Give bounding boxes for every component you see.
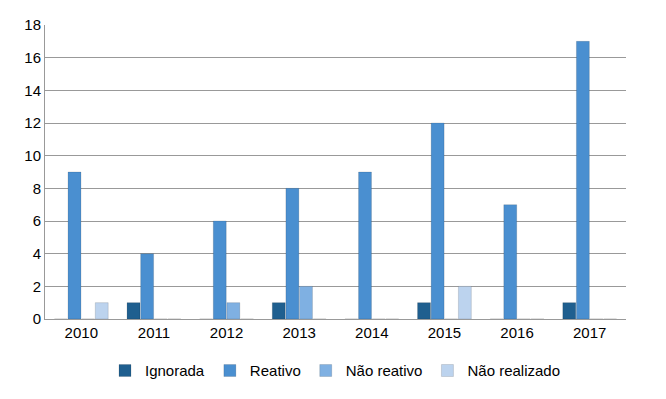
svg-text:12: 12 xyxy=(24,114,41,131)
svg-text:2016: 2016 xyxy=(500,324,533,341)
svg-text:2010: 2010 xyxy=(65,324,98,341)
svg-text:2013: 2013 xyxy=(283,324,316,341)
svg-text:2012: 2012 xyxy=(210,324,243,341)
svg-text:6: 6 xyxy=(33,212,41,229)
svg-text:4: 4 xyxy=(33,245,41,262)
svg-text:Não realizado: Não realizado xyxy=(467,362,560,379)
svg-text:2: 2 xyxy=(33,278,41,295)
svg-text:8: 8 xyxy=(33,180,41,197)
svg-text:2015: 2015 xyxy=(428,324,461,341)
svg-text:2017: 2017 xyxy=(573,324,606,341)
svg-text:2011: 2011 xyxy=(138,324,170,341)
svg-text:Não reativo: Não reativo xyxy=(346,362,423,379)
svg-text:16: 16 xyxy=(24,49,41,66)
svg-text:Reativo: Reativo xyxy=(250,362,301,379)
svg-text:2014: 2014 xyxy=(355,324,388,341)
svg-text:14: 14 xyxy=(24,82,41,99)
svg-text:Ignorada: Ignorada xyxy=(145,362,205,379)
svg-text:0: 0 xyxy=(33,310,41,327)
svg-text:10: 10 xyxy=(24,147,41,164)
svg-text:18: 18 xyxy=(24,16,41,33)
